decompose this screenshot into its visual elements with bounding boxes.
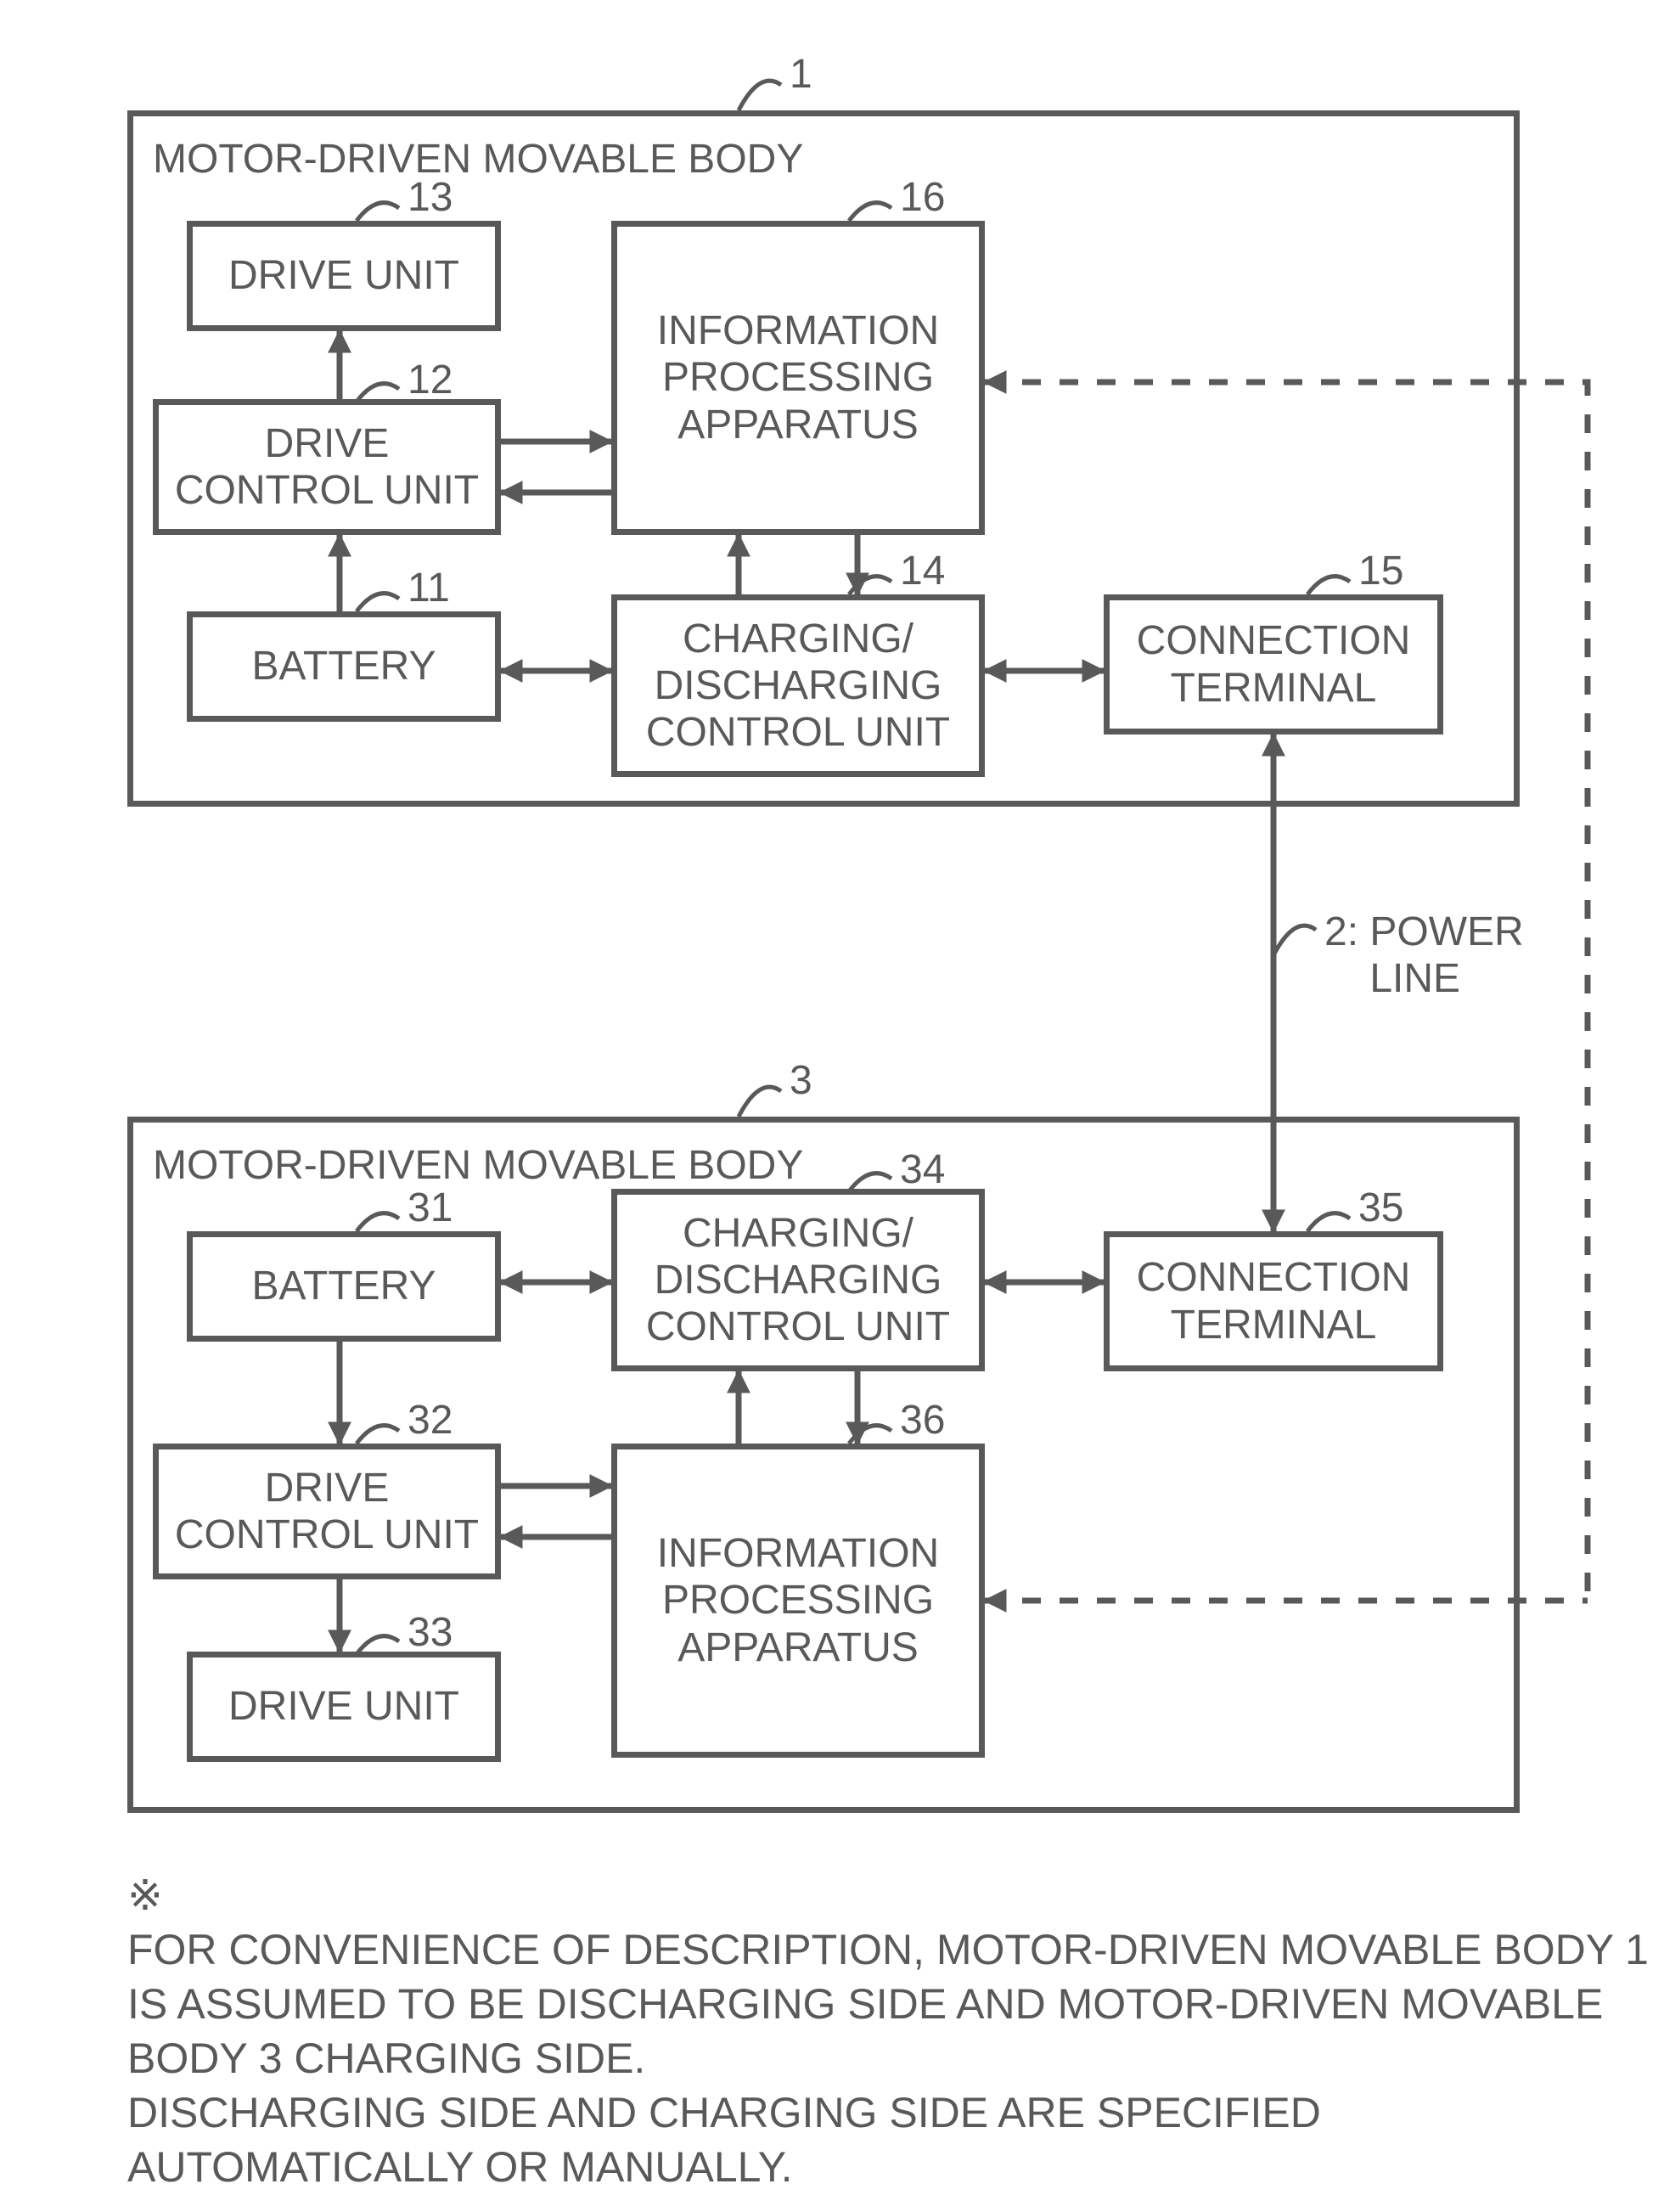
ref-33: 33 (408, 1609, 453, 1656)
body1-ref: 1 (790, 51, 812, 98)
b3-battery: BATTERY (187, 1231, 501, 1342)
ref-15: 15 (1358, 548, 1403, 594)
label: CONNECTION TERMINAL (1115, 617, 1432, 711)
power-line-label: 2: POWER LINE (1324, 909, 1524, 1002)
label: BATTERY (252, 1263, 436, 1309)
ref-14: 14 (900, 548, 945, 594)
b1-drive-unit: DRIVE UNIT (187, 221, 501, 331)
body3-ref: 3 (790, 1057, 812, 1104)
b1-battery: BATTERY (187, 611, 501, 722)
b3-charge-ctrl: CHARGING/ DISCHARGING CONTROL UNIT (611, 1189, 985, 1371)
ref-36: 36 (900, 1397, 945, 1444)
footnote: ※FOR CONVENIENCE OF DESCRIPTION, MOTOR-D… (127, 1868, 1664, 2194)
ref-31: 31 (408, 1185, 453, 1231)
ref-16: 16 (900, 174, 945, 221)
footnote-marker: ※ (127, 1868, 187, 1922)
b3-drive-unit: DRIVE UNIT (187, 1652, 501, 1762)
diagram-canvas: MOTOR-DRIVEN MOVABLE BODY 1 DRIVE UNIT D… (0, 0, 1664, 2212)
ref-13: 13 (408, 174, 453, 221)
label: INFORMATION PROCESSING APPARATUS (622, 1530, 974, 1671)
label: DRIVE CONTROL UNIT (164, 1465, 490, 1558)
footnote-text: FOR CONVENIENCE OF DESCRIPTION, MOTOR-DR… (127, 1922, 1649, 2194)
ref-32: 32 (408, 1397, 453, 1444)
ref-35: 35 (1358, 1185, 1403, 1231)
b1-conn-term: CONNECTION TERMINAL (1104, 594, 1443, 735)
b1-drive-ctrl: DRIVE CONTROL UNIT (153, 399, 501, 535)
label: CHARGING/ DISCHARGING CONTROL UNIT (622, 616, 974, 757)
label: DRIVE CONTROL UNIT (164, 420, 490, 514)
label: DRIVE UNIT (228, 1683, 459, 1730)
b1-charge-ctrl: CHARGING/ DISCHARGING CONTROL UNIT (611, 594, 985, 777)
b1-info-proc: INFORMATION PROCESSING APPARATUS (611, 221, 985, 535)
label: BATTERY (252, 643, 436, 689)
label: CHARGING/ DISCHARGING CONTROL UNIT (622, 1210, 974, 1351)
b3-drive-ctrl: DRIVE CONTROL UNIT (153, 1444, 501, 1579)
b3-conn-term: CONNECTION TERMINAL (1104, 1231, 1443, 1371)
body1-title: MOTOR-DRIVEN MOVABLE BODY (153, 136, 803, 183)
ref-11: 11 (408, 565, 450, 611)
lead-2 (1273, 926, 1316, 955)
label: INFORMATION PROCESSING APPARATUS (622, 307, 974, 448)
label: DRIVE UNIT (228, 252, 459, 299)
ref-34: 34 (900, 1146, 945, 1193)
lead-3 (739, 1087, 781, 1117)
b3-info-proc: INFORMATION PROCESSING APPARATUS (611, 1444, 985, 1758)
ref-12: 12 (408, 357, 453, 403)
lead-1 (739, 81, 781, 110)
body3-title: MOTOR-DRIVEN MOVABLE BODY (153, 1142, 803, 1189)
label: CONNECTION TERMINAL (1115, 1254, 1432, 1348)
